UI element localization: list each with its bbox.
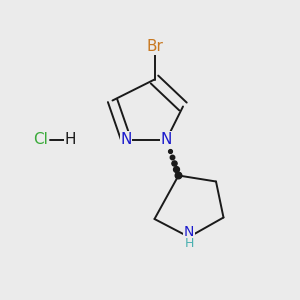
Circle shape (173, 167, 179, 172)
Text: Br: Br (146, 39, 163, 54)
Circle shape (172, 161, 177, 166)
Circle shape (170, 155, 175, 160)
Text: N: N (120, 132, 132, 147)
Text: N: N (184, 226, 194, 239)
Circle shape (175, 172, 182, 179)
Circle shape (167, 144, 170, 147)
Text: Cl: Cl (33, 132, 48, 147)
Circle shape (169, 150, 172, 153)
Text: H: H (184, 237, 194, 250)
Text: H: H (65, 132, 76, 147)
Circle shape (165, 138, 168, 141)
Text: N: N (161, 132, 172, 147)
